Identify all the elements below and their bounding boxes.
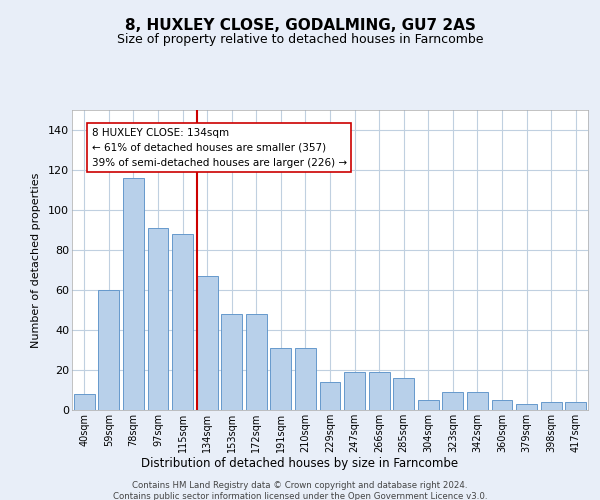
- Bar: [541, 402, 562, 410]
- Bar: [565, 402, 586, 410]
- Bar: [172, 234, 193, 410]
- Bar: [320, 382, 340, 410]
- Bar: [516, 404, 537, 410]
- Bar: [368, 372, 389, 410]
- Text: Distribution of detached houses by size in Farncombe: Distribution of detached houses by size …: [142, 458, 458, 470]
- Bar: [123, 178, 144, 410]
- Text: 8 HUXLEY CLOSE: 134sqm
← 61% of detached houses are smaller (357)
39% of semi-de: 8 HUXLEY CLOSE: 134sqm ← 61% of detached…: [92, 128, 347, 168]
- Bar: [467, 392, 488, 410]
- Text: Contains HM Land Registry data © Crown copyright and database right 2024.: Contains HM Land Registry data © Crown c…: [132, 481, 468, 490]
- Bar: [491, 400, 512, 410]
- Text: 8, HUXLEY CLOSE, GODALMING, GU7 2AS: 8, HUXLEY CLOSE, GODALMING, GU7 2AS: [125, 18, 475, 32]
- Bar: [271, 348, 292, 410]
- Bar: [74, 394, 95, 410]
- Bar: [197, 276, 218, 410]
- Bar: [148, 228, 169, 410]
- Bar: [344, 372, 365, 410]
- Bar: [98, 290, 119, 410]
- Bar: [442, 392, 463, 410]
- Bar: [221, 314, 242, 410]
- Bar: [246, 314, 267, 410]
- Bar: [393, 378, 414, 410]
- Text: Size of property relative to detached houses in Farncombe: Size of property relative to detached ho…: [117, 32, 483, 46]
- Bar: [418, 400, 439, 410]
- Text: Contains public sector information licensed under the Open Government Licence v3: Contains public sector information licen…: [113, 492, 487, 500]
- Y-axis label: Number of detached properties: Number of detached properties: [31, 172, 41, 348]
- Bar: [295, 348, 316, 410]
